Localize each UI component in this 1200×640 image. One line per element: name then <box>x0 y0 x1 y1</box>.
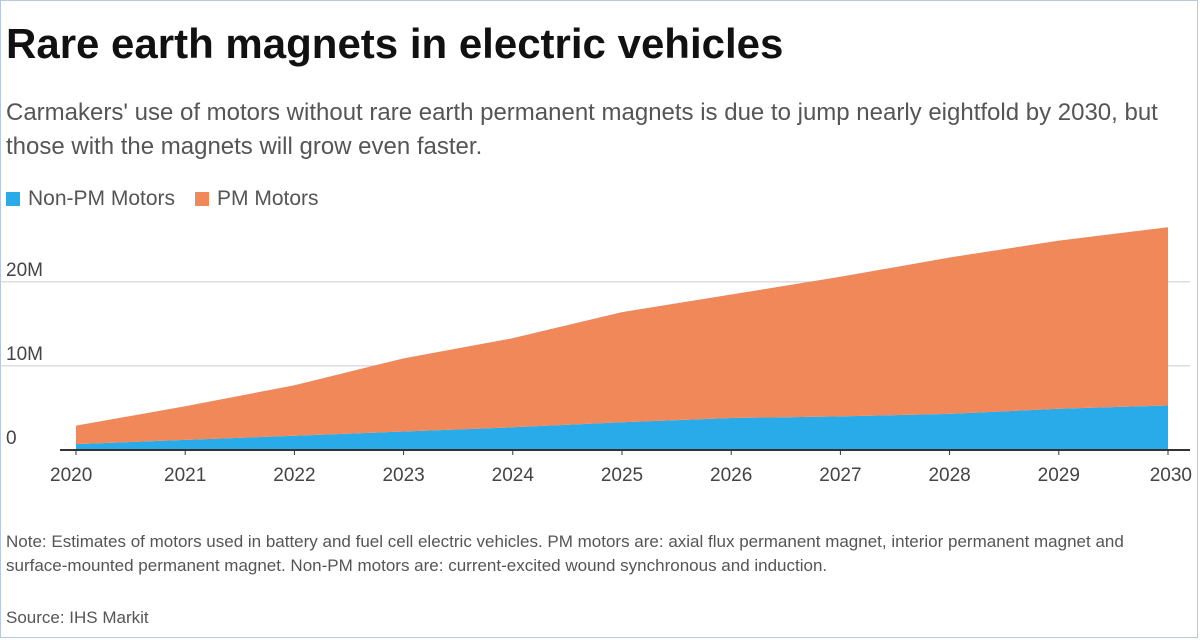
x-tick-label: 2026 <box>710 465 752 486</box>
chart-note: Note: Estimates of motors used in batter… <box>6 532 1124 575</box>
x-tick-label: 2030 <box>1150 465 1192 486</box>
x-tick-label: 2027 <box>819 465 861 486</box>
x-tick-label: 2023 <box>382 465 424 486</box>
y-tick-label: 20M <box>6 260 43 281</box>
axes: 0 10M 20M 2020 2021 2022 2023 2024 2025 2026 2027 2… <box>6 260 1192 486</box>
x-tick-label: 2025 <box>601 465 643 486</box>
x-tick-label: 2020 <box>50 465 92 486</box>
area-series <box>76 227 1168 450</box>
legend-item-non-pm: Non-PM Motors <box>6 187 175 211</box>
x-tick-label: 2021 <box>164 465 206 486</box>
area-pm-motors <box>76 227 1168 445</box>
legend-swatch-pm <box>195 192 210 206</box>
chart-title: Rare earth magnets in electric vehicles <box>6 20 784 67</box>
y-tick-label: 10M <box>6 344 43 365</box>
legend-label-pm: PM Motors <box>217 187 319 210</box>
legend-swatch-non-pm <box>6 192 20 206</box>
x-tick-label: 2029 <box>1038 465 1080 486</box>
y-tick-label: 0 <box>6 428 17 449</box>
area-non-pm-motors <box>76 405 1168 450</box>
legend: Non-PM Motors PM Motors <box>6 187 339 211</box>
legend-label-non-pm: Non-PM Motors <box>28 187 176 210</box>
legend-item-pm: PM Motors <box>195 187 319 211</box>
area-chart: 0 10M 20M 2020 2021 2022 2023 2024 2025 2026 2027 2… <box>0 227 1192 486</box>
x-tick-label: 2022 <box>273 465 315 486</box>
chart-source: Source: IHS Markit <box>6 608 149 627</box>
x-tick-label: 2024 <box>492 465 535 486</box>
x-tick-label: 2028 <box>928 465 970 486</box>
chart-subtitle: Carmakers' use of motors without rare ea… <box>6 99 1158 160</box>
